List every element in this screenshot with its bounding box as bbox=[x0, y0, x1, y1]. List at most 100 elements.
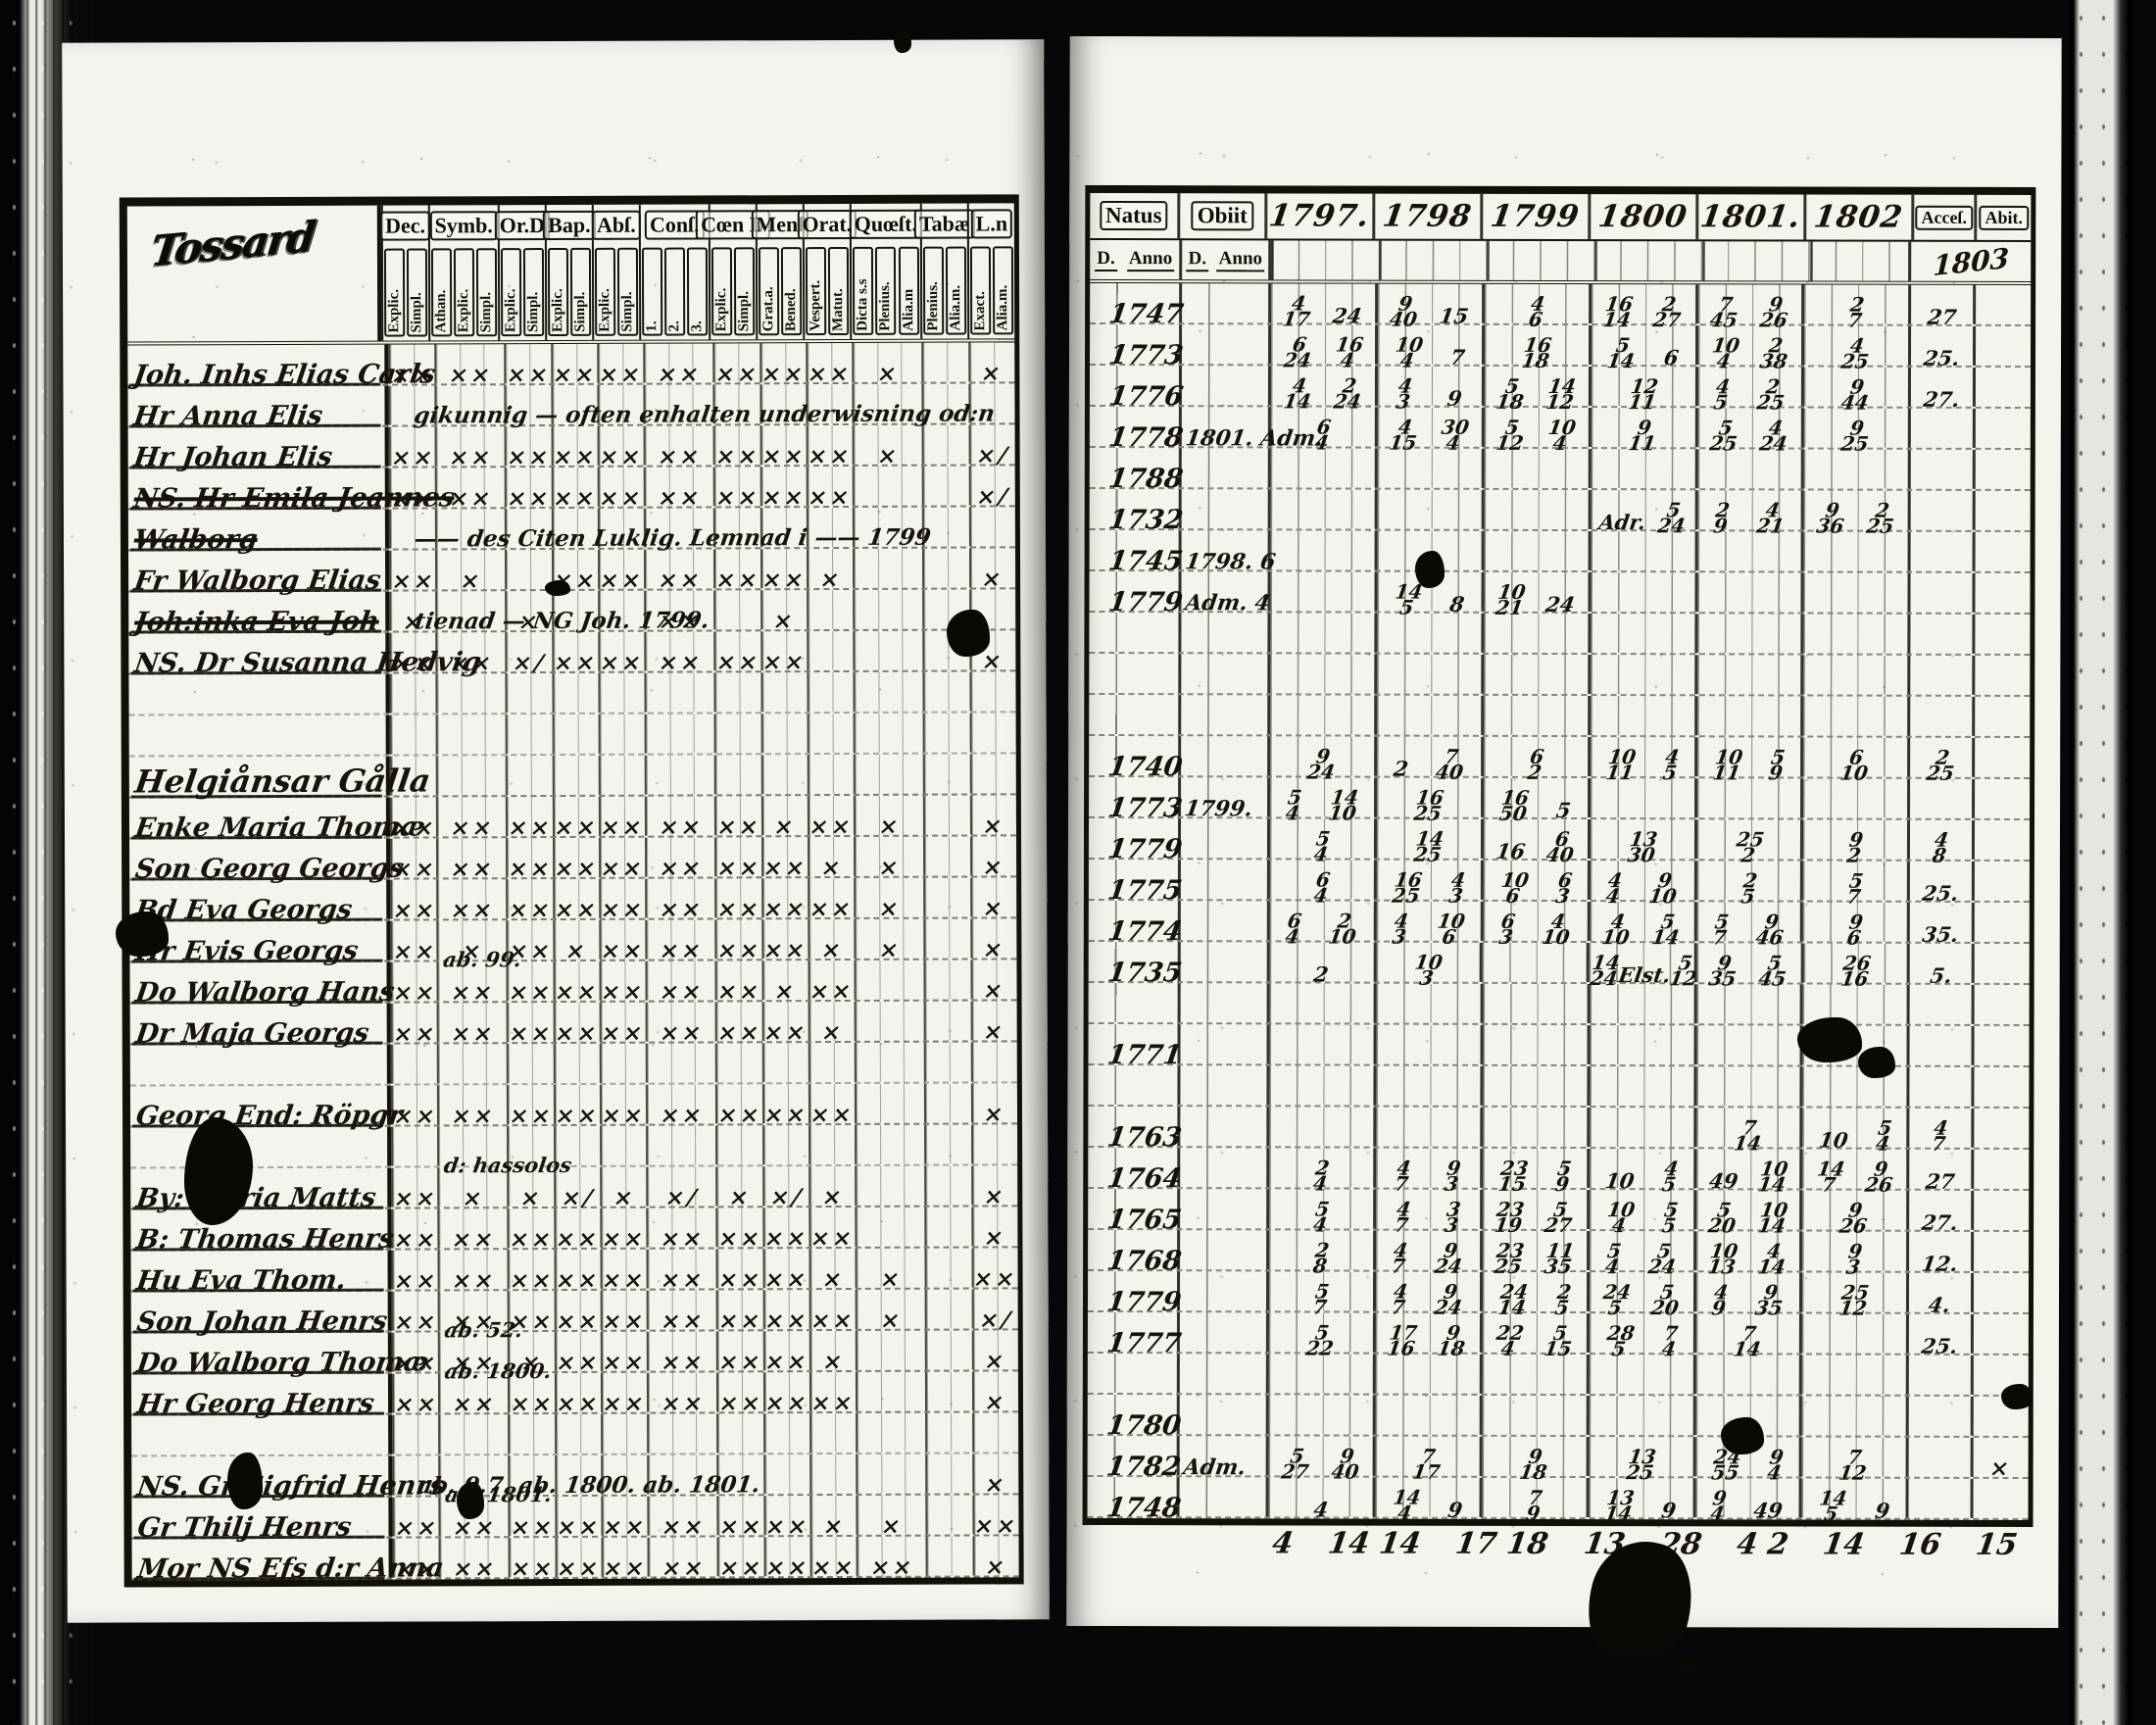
mark-cell: ×× bbox=[599, 1002, 648, 1047]
year-header: 1798 bbox=[1372, 193, 1481, 239]
mark-cell bbox=[923, 960, 971, 1000]
name-cell: Joh:inka Eva Joh bbox=[128, 591, 390, 638]
mark-cell: × bbox=[760, 796, 808, 840]
value-fraction: 5 20 bbox=[1649, 1280, 1681, 1320]
mark-cell: ×× bbox=[504, 344, 553, 388]
accessit-cell bbox=[1907, 572, 1973, 613]
obiit-cell bbox=[1178, 613, 1268, 653]
x-marks: ×× bbox=[509, 1554, 558, 1583]
mark-cell bbox=[855, 1124, 925, 1164]
ledger-row-left bbox=[128, 671, 1016, 716]
mark-cell: ×× bbox=[714, 919, 763, 963]
value-fraction: 16 25 bbox=[1412, 785, 1446, 826]
mark-cell: ×× bbox=[647, 1331, 717, 1376]
year-cell bbox=[1480, 695, 1588, 736]
mark-cell bbox=[854, 754, 924, 794]
mark-cell: ×/ bbox=[968, 466, 1015, 511]
natus-cell: 1773 bbox=[1089, 776, 1184, 823]
mark-cell: ×× bbox=[808, 877, 857, 922]
obiit-cell bbox=[1177, 983, 1267, 1023]
mark-cell: × bbox=[761, 961, 808, 1005]
left-table: Tossard Dec. Explic. Simpl. Symb. Athan. Expl… bbox=[119, 194, 1024, 1588]
name-cell: Hr Georg Henrs bbox=[130, 1373, 393, 1420]
mark-cell bbox=[807, 671, 854, 713]
year-cell bbox=[1693, 984, 1801, 1024]
year-cell: 9 44 bbox=[1801, 367, 1909, 415]
value-fraction: 14 10 bbox=[1327, 785, 1360, 826]
mark-cell: ×× bbox=[712, 425, 761, 469]
ink-blot bbox=[545, 580, 570, 596]
mark-cell: ×× bbox=[391, 1208, 440, 1254]
subcolumn-label: Vespert. bbox=[805, 247, 827, 336]
mark-cell: ×× bbox=[600, 1331, 649, 1376]
ledger-row-left: Walborg —— des Citen Luklig. Lemnad i —— … bbox=[127, 507, 1016, 556]
mark-cell: × bbox=[808, 1001, 856, 1046]
year-cell bbox=[1800, 572, 1908, 613]
abiit-cell bbox=[1970, 1231, 2030, 1271]
mark-cell bbox=[762, 1413, 810, 1454]
year-header: 1800 bbox=[1588, 194, 1696, 240]
obiit-cell bbox=[1176, 1354, 1266, 1394]
name-cell: Son Johan Henrs bbox=[130, 1291, 392, 1338]
year-cell bbox=[1588, 614, 1694, 654]
year-cell: Adr. 5 24 bbox=[1588, 490, 1695, 538]
accessit-cell: 12. bbox=[1906, 1231, 1971, 1276]
ledger-row-right bbox=[1088, 982, 2030, 1026]
name-cell: Enke Maria Thomæ bbox=[128, 797, 427, 844]
year-cell bbox=[1267, 530, 1375, 570]
mark-cell: ×× bbox=[553, 1002, 602, 1047]
x-marks: ×× bbox=[659, 1554, 709, 1582]
ink-blot bbox=[116, 912, 169, 957]
mark-cell: ×× bbox=[762, 1372, 811, 1416]
abiit-cell bbox=[1970, 1478, 2029, 1518]
mark-cell: ×× bbox=[762, 1208, 810, 1252]
right-page: Natus Obiit 1797. 1798 1799 1800 1801. 1802 A… bbox=[1066, 35, 2062, 1629]
column-subheaders: Explic. Simpl. bbox=[547, 246, 592, 340]
mark-cell bbox=[855, 1207, 925, 1247]
subcolumn-label: Dicta s.s bbox=[853, 246, 874, 335]
mark-cell bbox=[924, 1124, 971, 1164]
person-name: Hr Johan Elis bbox=[131, 441, 335, 473]
mark-cell: ×× bbox=[390, 961, 439, 1007]
obiit-cell bbox=[1177, 1230, 1267, 1270]
mark-cell: × bbox=[808, 836, 855, 881]
ledger-row-left: Fr Walborg Elias ×× × ×× ×× ×× ×× ×× × × bbox=[128, 548, 1016, 597]
total-value: 17 18 bbox=[1453, 1526, 1551, 1561]
right-table-subheader: D. Anno D. Anno 1803 bbox=[1090, 239, 2032, 285]
mark-cell: × bbox=[808, 1248, 857, 1293]
mark-cell: × bbox=[856, 1289, 926, 1334]
year-cell bbox=[1481, 613, 1589, 654]
person-name: Gr Thilj Henrs bbox=[135, 1511, 354, 1544]
year-cell bbox=[1374, 613, 1482, 653]
mark-cell: × bbox=[970, 960, 1017, 1004]
obiit-cell bbox=[1176, 1477, 1266, 1517]
column-subheaders: Exact. Alia.m. bbox=[969, 244, 1014, 338]
natus-cell: 1764 bbox=[1088, 1147, 1184, 1194]
ledger-row-left: Bd Eva Georgs ×× ×× ×× ×× ×× ×× ×× ×× ×× × × bbox=[129, 877, 1017, 926]
year-cell bbox=[1587, 655, 1694, 695]
value-fraction: 16 50 bbox=[1496, 786, 1531, 826]
person-name: By: Maria Matts bbox=[134, 1182, 378, 1214]
year-cell: 16 6 40 bbox=[1480, 818, 1588, 867]
corner-scribble: Tossard bbox=[148, 212, 317, 276]
name-cell: Mor NS Efs d:r Anna bbox=[131, 1538, 446, 1585]
obiit-cell: Adm. 4 bbox=[1178, 571, 1272, 616]
year-cell: 4 3 10 6 bbox=[1373, 901, 1481, 949]
mark-cell: × bbox=[970, 1001, 1017, 1045]
natus-subheader: D. Anno bbox=[1090, 240, 1179, 279]
mark-cell: ×× bbox=[646, 1249, 717, 1294]
year-cell: 10 5 4 bbox=[1799, 1108, 1907, 1156]
marginal-note: —— des Citen Luklig. Lemnad i —— 1799 bbox=[413, 523, 933, 553]
mark-cell: ×× bbox=[552, 796, 601, 841]
year-cell bbox=[1373, 1065, 1481, 1106]
year-cell bbox=[1267, 571, 1375, 612]
value-fraction: 23 15 bbox=[1496, 1157, 1530, 1197]
mark-cell bbox=[855, 1042, 925, 1082]
